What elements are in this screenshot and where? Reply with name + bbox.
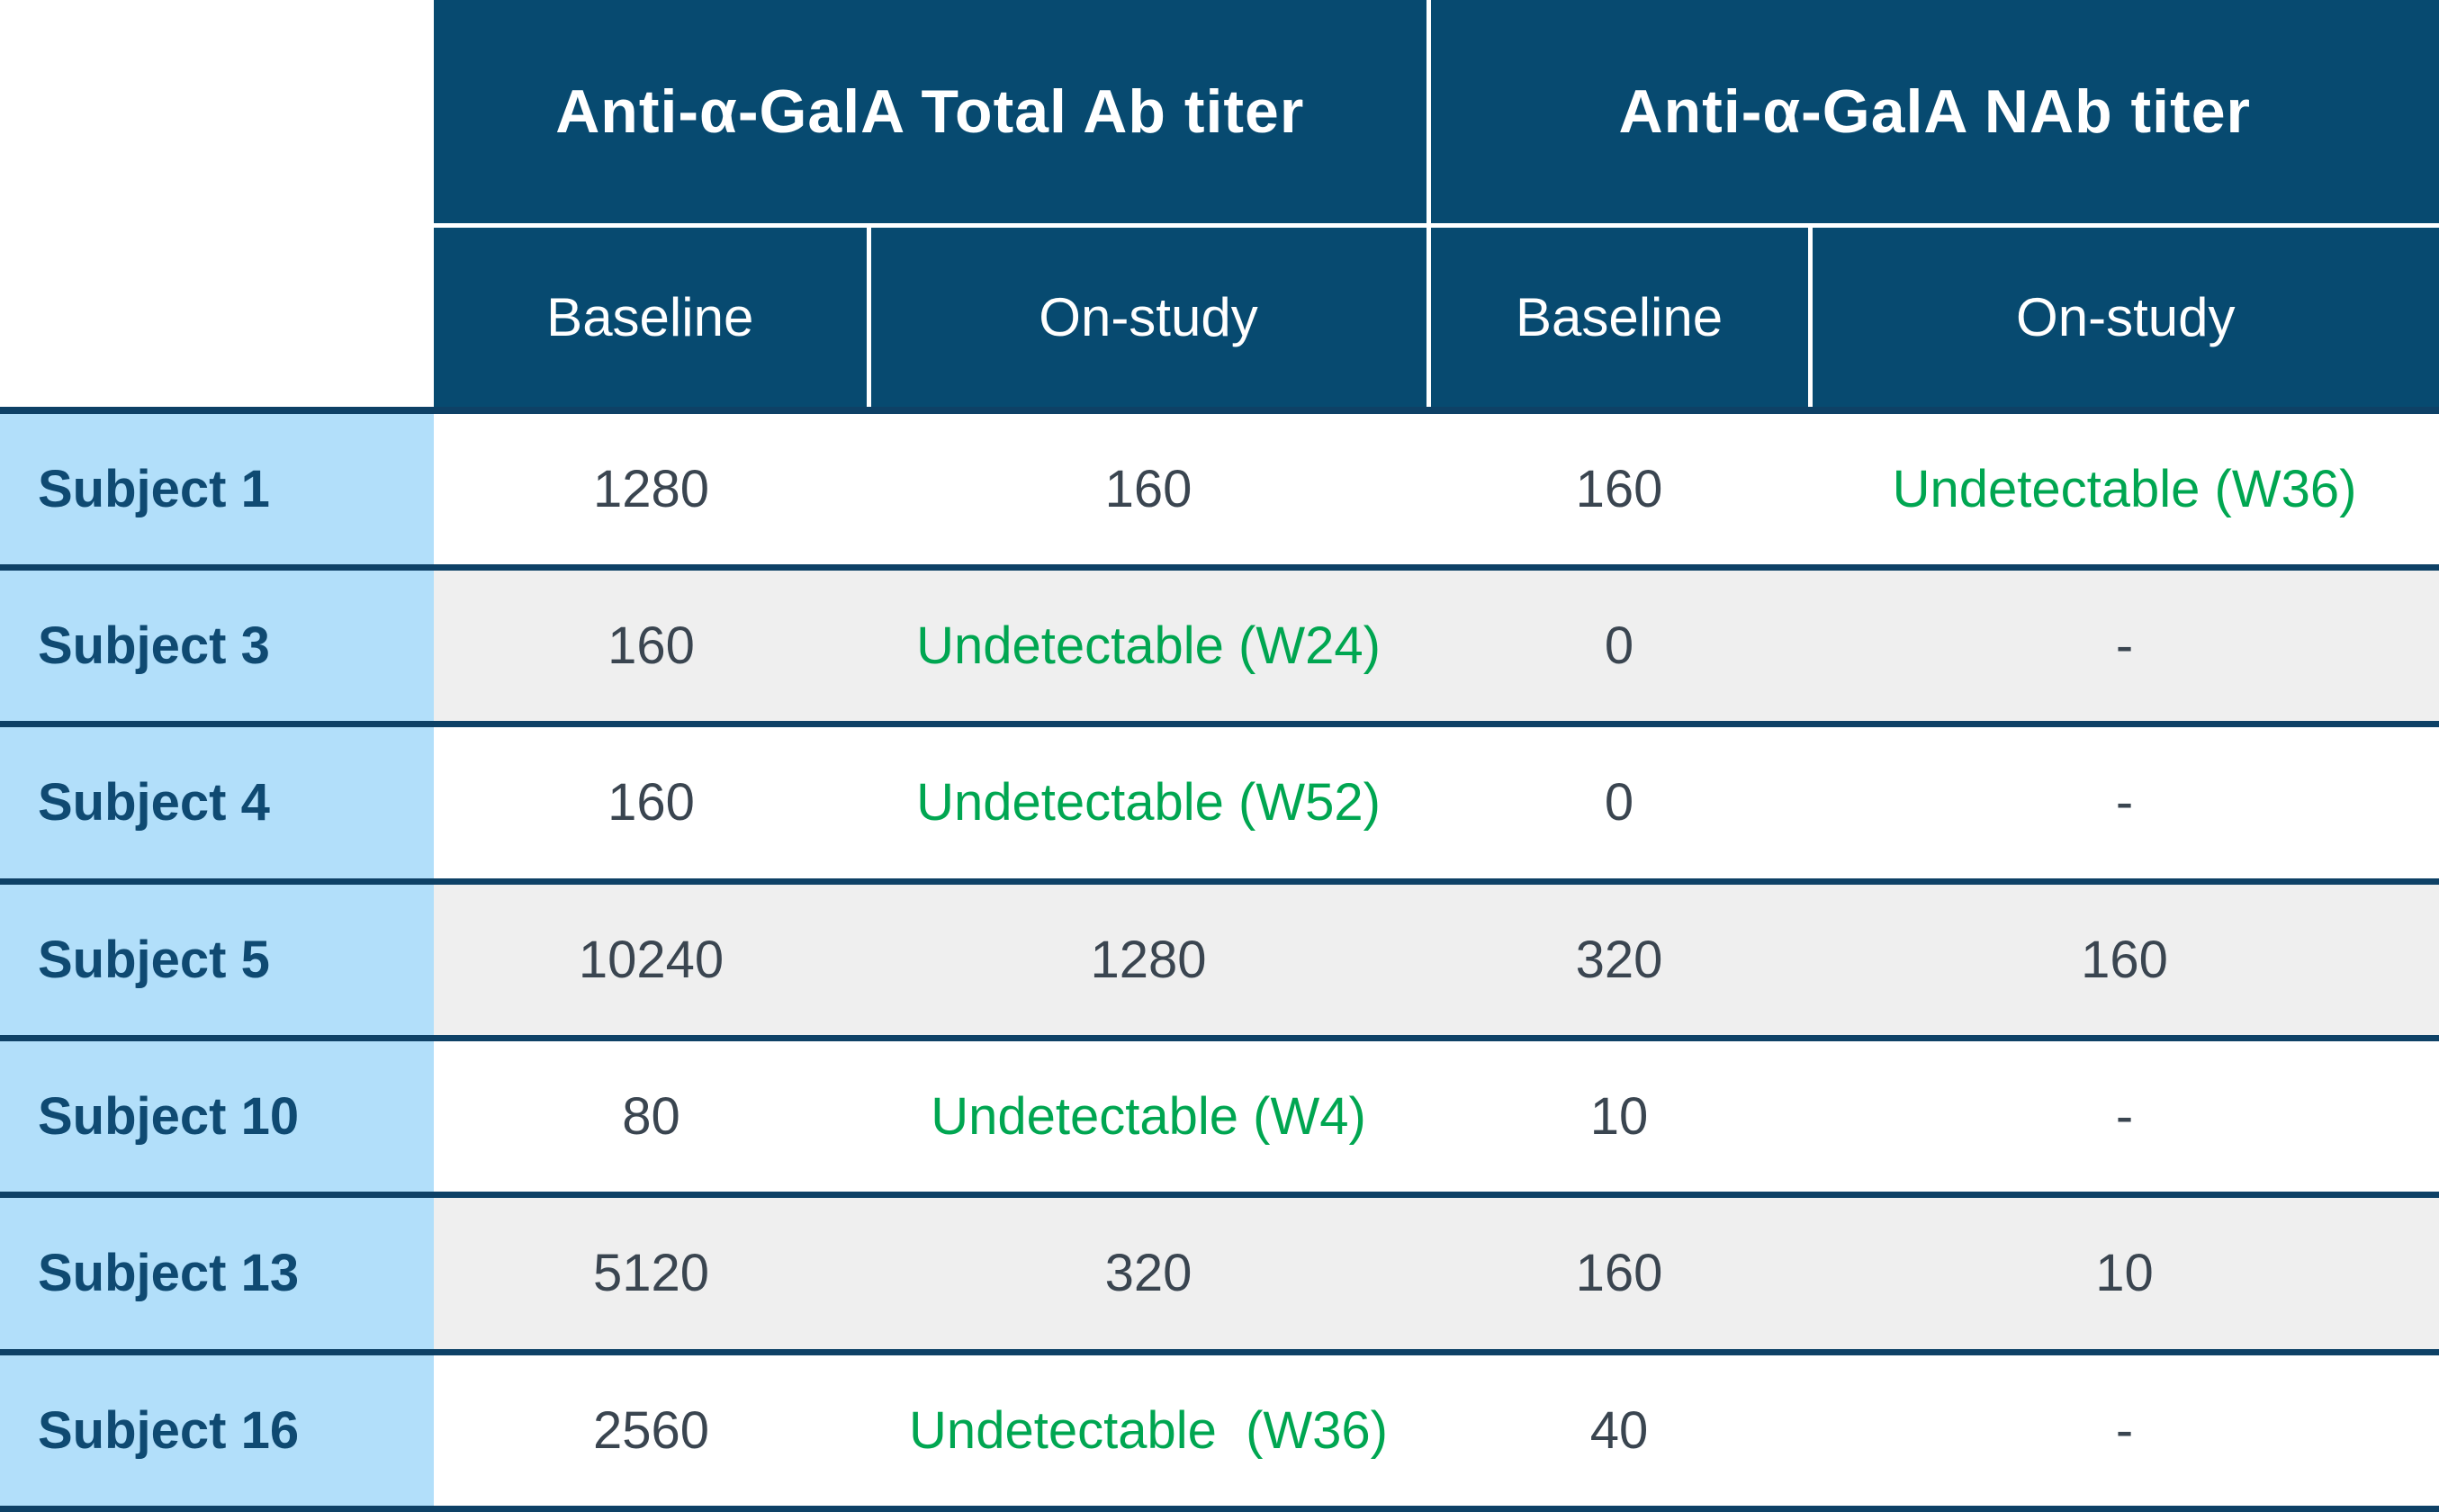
- value-cell: 320: [1428, 881, 1811, 1041]
- value-cell: 160: [1428, 1194, 1811, 1355]
- value-cell: 320: [868, 1194, 1429, 1355]
- value-cell: -: [1810, 1038, 2439, 1199]
- subject-cell: Subject 1: [0, 410, 434, 571]
- subheader-total-ab-on-study: On-study: [868, 225, 1431, 414]
- value-cell: 1280: [434, 410, 868, 571]
- value-cell: 40: [1428, 1352, 1811, 1512]
- value-cell: 160: [1810, 881, 2439, 1041]
- value-cell-undetectable: Undetectable (W36): [1810, 410, 2439, 571]
- value-cell: -: [1810, 724, 2439, 885]
- value-cell: 160: [434, 567, 868, 728]
- value-cell: 0: [1428, 724, 1811, 885]
- value-cell: 160: [868, 410, 1429, 571]
- corner-cell: [0, 225, 434, 414]
- value-cell: 10240: [434, 881, 868, 1041]
- value-cell: 160: [1428, 410, 1811, 571]
- group-header-nab-titer: Anti-α-GalA NAb titer: [1428, 0, 2439, 228]
- value-cell: -: [1810, 567, 2439, 728]
- group-header-total-ab-titer: Anti-α-GalA Total Ab titer: [434, 0, 1431, 228]
- value-cell: 10: [1810, 1194, 2439, 1355]
- value-cell: 160: [434, 724, 868, 885]
- value-cell-undetectable: Undetectable (W52): [868, 724, 1429, 885]
- subheader-total-ab-baseline: Baseline: [434, 225, 871, 414]
- group-header-row: Anti-α-GalA Total Ab titer Anti-α-GalA N…: [0, 0, 2439, 228]
- table-row: Subject 13 5120 320 160 10: [0, 1194, 2439, 1355]
- subject-cell: Subject 16: [0, 1352, 434, 1512]
- value-cell: 1280: [868, 881, 1429, 1041]
- subject-cell: Subject 5: [0, 881, 434, 1041]
- subject-cell: Subject 4: [0, 724, 434, 885]
- table-row: Subject 1 1280 160 160 Undetectable (W36): [0, 410, 2439, 571]
- subject-cell: Subject 10: [0, 1038, 434, 1199]
- value-cell-undetectable: Undetectable (W36): [868, 1352, 1429, 1512]
- table-row: Subject 5 10240 1280 320 160: [0, 881, 2439, 1041]
- subject-cell: Subject 13: [0, 1194, 434, 1355]
- value-cell-undetectable: Undetectable (W24): [868, 567, 1429, 728]
- subject-cell: Subject 3: [0, 567, 434, 728]
- subheader-nab-on-study: On-study: [1810, 225, 2439, 414]
- subheader-nab-baseline: Baseline: [1428, 225, 1813, 414]
- value-cell: 10: [1428, 1038, 1811, 1199]
- corner-cell: [0, 0, 434, 225]
- value-cell: -: [1810, 1352, 2439, 1512]
- value-cell: 5120: [434, 1194, 868, 1355]
- value-cell: 80: [434, 1038, 868, 1199]
- value-cell-undetectable: Undetectable (W4): [868, 1038, 1429, 1199]
- table-row: Subject 10 80 Undetectable (W4) 10-: [0, 1038, 2439, 1199]
- value-cell: 2560: [434, 1352, 868, 1512]
- subheader-row: Baseline On-study Baseline On-study: [0, 225, 2439, 414]
- value-cell: 0: [1428, 567, 1811, 728]
- table-row: Subject 16 2560 Undetectable (W36) 40-: [0, 1352, 2439, 1512]
- table-row: Subject 4 160 Undetectable (W52) 0-: [0, 724, 2439, 885]
- table-row: Subject 3 160 Undetectable (W24) 0-: [0, 567, 2439, 728]
